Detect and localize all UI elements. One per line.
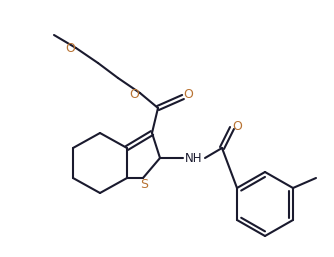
Text: S: S [140, 178, 148, 190]
Text: O: O [232, 120, 242, 133]
Text: O: O [183, 88, 193, 102]
Text: O: O [65, 42, 75, 56]
Text: O: O [129, 87, 139, 100]
Text: NH: NH [185, 151, 203, 164]
